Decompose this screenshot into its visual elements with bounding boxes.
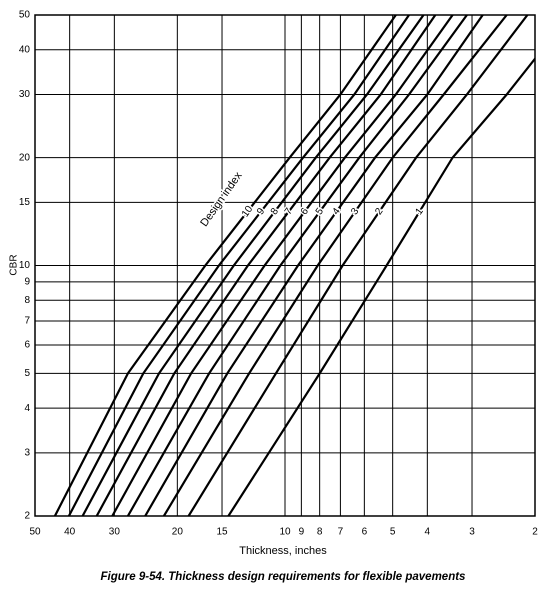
curve-label: 2 <box>373 206 385 217</box>
design-index-curve <box>187 15 529 516</box>
y-tick-label: 10 <box>19 260 31 271</box>
y-tick-label: 6 <box>24 340 30 351</box>
design-index-curve <box>67 15 410 516</box>
x-tick-label: 4 <box>425 527 431 538</box>
x-tick-label: 50 <box>29 527 41 538</box>
design-index-curve <box>111 15 454 516</box>
design-index-curve <box>144 15 484 516</box>
caption: Figure 9-54. Thickness design requiremen… <box>101 571 466 583</box>
curves <box>53 15 535 516</box>
y-tick-label: 8 <box>24 295 30 306</box>
y-tick-label: 5 <box>24 368 30 379</box>
x-tick-label: 30 <box>109 527 121 538</box>
design-index-curve <box>53 15 397 516</box>
y-tick-label: 15 <box>19 197 31 208</box>
design-index-curve <box>227 57 535 516</box>
y-axis-label: CBR <box>9 254 20 275</box>
x-tick-label: 8 <box>317 527 323 538</box>
x-tick-label: 2 <box>532 527 538 538</box>
y-tick-label: 50 <box>19 10 31 21</box>
y-tick-label: 2 <box>24 511 30 522</box>
x-axis-label: Thickness, inches <box>239 545 327 557</box>
design-index-curve <box>81 15 425 516</box>
y-tick-label: 3 <box>24 448 30 459</box>
x-tick-label: 5 <box>390 527 396 538</box>
x-tick-label: 6 <box>362 527 368 538</box>
x-tick-label: 20 <box>172 527 184 538</box>
y-tick-label: 20 <box>19 152 31 163</box>
y-tick-label: 40 <box>19 44 31 55</box>
curve-label: 4 <box>331 206 343 217</box>
curve-label: 1 <box>414 206 426 217</box>
y-tick-label: 4 <box>24 403 30 414</box>
curve-label: 3 <box>349 206 361 217</box>
x-tick-label: 3 <box>469 527 475 538</box>
design-index-curve <box>95 15 437 516</box>
x-tick-label: 9 <box>299 527 305 538</box>
design-index-curve <box>162 15 508 516</box>
x-tick-label: 40 <box>64 527 76 538</box>
x-tick-label: 15 <box>216 527 228 538</box>
x-tick-label: 10 <box>279 527 291 538</box>
x-tick-label: 7 <box>338 527 344 538</box>
y-tick-label: 9 <box>24 277 30 288</box>
y-tick-label: 30 <box>19 89 31 100</box>
y-tick-label: 7 <box>24 316 30 327</box>
design-index-curve <box>126 15 468 516</box>
